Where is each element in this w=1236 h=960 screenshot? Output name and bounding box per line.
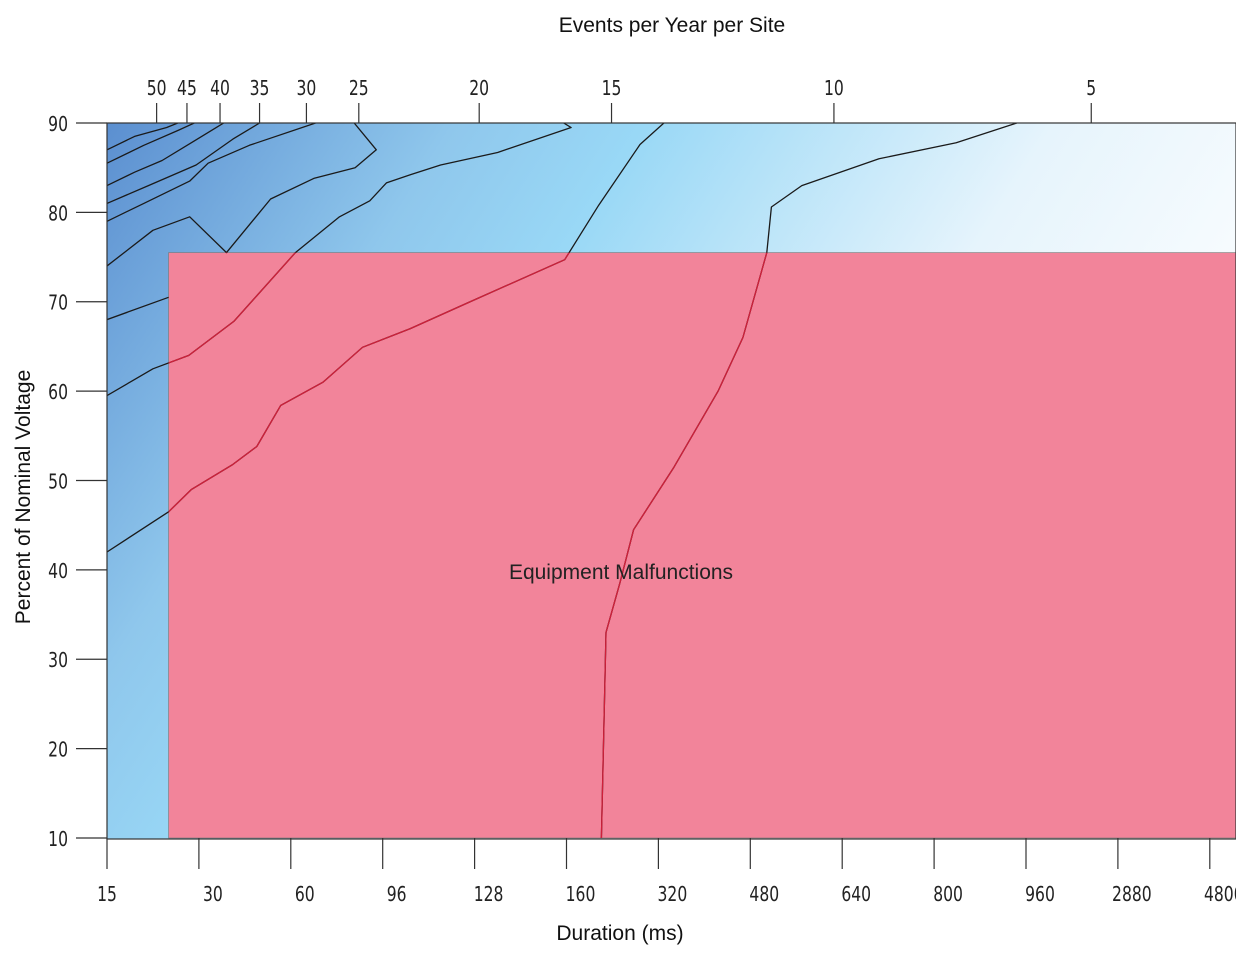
top-tick-label-40: 40 bbox=[210, 77, 230, 100]
top-tick-label-15: 15 bbox=[602, 77, 622, 100]
contour-line-6 bbox=[107, 123, 377, 267]
contour-line-red-9 bbox=[168, 252, 570, 513]
y-tick-label-60: 60 bbox=[48, 381, 68, 404]
y-tick-label-80: 80 bbox=[48, 203, 68, 226]
y-tick-label-30: 30 bbox=[48, 649, 68, 672]
x-tick-label-800: 800 bbox=[933, 883, 963, 906]
x-tick-label-320: 320 bbox=[658, 883, 688, 906]
top-tick-label-10: 10 bbox=[824, 77, 844, 100]
x-tick-label-640: 640 bbox=[841, 883, 871, 906]
contour-lines-in-region bbox=[168, 252, 768, 839]
equipment-malfunction-region bbox=[168, 252, 1236, 839]
x-axis: 15 30 60 96 128 160 320 480 640 800 960 2880 4800 bbox=[97, 838, 1236, 907]
x-tick-label-2880: 2880 bbox=[1112, 883, 1152, 906]
top-tick-label-45: 45 bbox=[177, 77, 197, 100]
x-tick-label-128: 128 bbox=[474, 883, 504, 906]
contour-line-1 bbox=[107, 123, 179, 151]
x-tick-label-60: 60 bbox=[295, 883, 315, 906]
y-tick-label-40: 40 bbox=[48, 560, 68, 583]
top-tick-label-25: 25 bbox=[349, 77, 369, 100]
top-tick-label-30: 30 bbox=[297, 77, 317, 100]
top-axis: 50 45 40 35 30 25 20 15 10 5 bbox=[147, 77, 1096, 123]
y-axis: 10 20 30 40 50 60 70 80 90 bbox=[48, 113, 107, 852]
contour-line-7 bbox=[107, 296, 169, 321]
x-tick-label-96: 96 bbox=[387, 883, 407, 906]
x-axis-title: Duration (ms) bbox=[556, 922, 683, 945]
x-tick-label-480: 480 bbox=[749, 883, 779, 906]
chart-title: Events per Year per Site bbox=[559, 14, 785, 37]
contour-line-2 bbox=[107, 123, 195, 164]
top-tick-label-35: 35 bbox=[250, 77, 270, 100]
top-tick-label-20: 20 bbox=[469, 77, 489, 100]
contour-line-4 bbox=[107, 123, 260, 204]
y-tick-label-90: 90 bbox=[48, 113, 68, 136]
plot-area bbox=[107, 123, 1236, 839]
top-tick-label-50: 50 bbox=[147, 77, 167, 100]
contour-line-red-10 bbox=[600, 252, 768, 839]
y-tick-label-70: 70 bbox=[48, 292, 68, 315]
x-tick-label-15: 15 bbox=[97, 883, 117, 906]
equipment-malfunctions-label: Equipment Malfunctions bbox=[509, 561, 733, 584]
x-tick-label-30: 30 bbox=[203, 883, 223, 906]
contour-line-red-8 bbox=[168, 252, 297, 364]
y-tick-label-50: 50 bbox=[48, 471, 68, 494]
contour-line-3 bbox=[107, 123, 225, 187]
contour-line-5 bbox=[107, 123, 316, 222]
x-tick-label-160: 160 bbox=[566, 883, 596, 906]
y-axis-title: Percent of Nominal Voltage bbox=[12, 370, 35, 624]
y-tick-label-20: 20 bbox=[48, 739, 68, 762]
x-tick-label-960: 960 bbox=[1025, 883, 1055, 906]
y-tick-label-10: 10 bbox=[48, 828, 68, 851]
x-tick-label-4800: 4800 bbox=[1204, 883, 1236, 906]
top-tick-label-5: 5 bbox=[1086, 77, 1096, 100]
